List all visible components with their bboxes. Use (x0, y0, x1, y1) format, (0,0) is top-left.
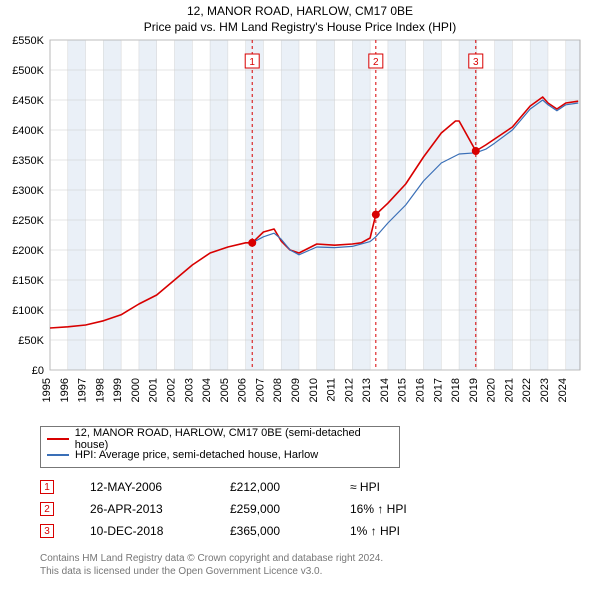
alt-band (210, 40, 228, 370)
legend-label: 12, MANOR ROAD, HARLOW, CM17 0BE (semi-d… (75, 427, 393, 451)
xtick-label: 2008 (272, 378, 284, 402)
legend-row: 12, MANOR ROAD, HARLOW, CM17 0BE (semi-d… (47, 431, 393, 447)
alt-band (281, 40, 299, 370)
sale-marker (472, 147, 480, 155)
transaction-row: 3 10-DEC-2018 £365,000 1% ↑ HPI (40, 520, 590, 542)
ytick-label: £350K (12, 155, 44, 167)
alt-band (68, 40, 86, 370)
transactions-table: 1 12-MAY-2006 £212,000 ≈ HPI 2 26-APR-2013 £25… (40, 476, 590, 542)
legend: 12, MANOR ROAD, HARLOW, CM17 0BE (semi-d… (40, 426, 400, 468)
sale-marker (372, 211, 380, 219)
alt-band (459, 40, 477, 370)
ytick-label: £500K (12, 65, 44, 77)
ytick-label: £0 (32, 365, 44, 377)
footer-line: This data is licensed under the Open Gov… (40, 565, 590, 578)
xtick-label: 2018 (450, 378, 462, 402)
transaction-vs-hpi: ≈ HPI (350, 480, 470, 494)
xtick-label: 2014 (379, 378, 391, 402)
xtick-label: 1999 (112, 378, 124, 402)
xtick-label: 1997 (77, 378, 89, 402)
sale-flag-label: 3 (473, 57, 479, 68)
ytick-label: £50K (18, 335, 44, 347)
xtick-label: 1996 (59, 378, 71, 402)
xtick-label: 2013 (361, 378, 373, 402)
alt-band (495, 40, 513, 370)
xtick-label: 2007 (254, 378, 266, 402)
ytick-label: £550K (12, 35, 44, 47)
ytick-label: £400K (12, 125, 44, 137)
sale-flag-label: 2 (373, 57, 379, 68)
transaction-date: 12-MAY-2006 (90, 480, 210, 494)
transaction-marker: 3 (40, 524, 54, 538)
transaction-date: 10-DEC-2018 (90, 524, 210, 538)
xtick-label: 2024 (557, 378, 569, 402)
xtick-label: 2023 (539, 378, 551, 402)
alt-band (317, 40, 335, 370)
chart-svg: £0 £50K £100K £150K £200K £250K £300K £350K £400… (0, 34, 600, 424)
alt-band (566, 40, 580, 370)
xtick-label: 2021 (503, 378, 515, 402)
legend-label: HPI: Average price, semi-detached house,… (75, 449, 318, 461)
transaction-marker: 1 (40, 480, 54, 494)
xtick-label: 2012 (343, 378, 355, 402)
transaction-row: 1 12-MAY-2006 £212,000 ≈ HPI (40, 476, 590, 498)
xtick-label: 2003 (183, 378, 195, 402)
transaction-vs-hpi: 1% ↑ HPI (350, 524, 470, 538)
series-hpi (252, 100, 578, 255)
ytick-label: £100K (12, 305, 44, 317)
price-chart: £0 £50K £100K £150K £200K £250K £300K £350K £400… (0, 34, 600, 424)
transaction-price: £212,000 (230, 480, 330, 494)
transaction-price: £365,000 (230, 524, 330, 538)
alt-band (139, 40, 157, 370)
xtick-label: 2000 (130, 378, 142, 402)
xtick-label: 2002 (165, 378, 177, 402)
transaction-row: 2 26-APR-2013 £259,000 16% ↑ HPI (40, 498, 590, 520)
xtick-label: 2006 (237, 378, 249, 402)
transaction-vs-hpi: 16% ↑ HPI (350, 502, 470, 516)
page-subtitle: Price paid vs. HM Land Registry's House … (0, 20, 600, 34)
legend-swatch (47, 438, 69, 440)
xtick-label: 1998 (94, 378, 106, 402)
xtick-label: 2001 (148, 378, 160, 402)
ytick-label: £150K (12, 275, 44, 287)
alt-band (388, 40, 406, 370)
xtick-label: 2004 (201, 378, 213, 402)
xtick-label: 1995 (41, 378, 53, 402)
xtick-label: 2020 (486, 378, 498, 402)
alt-band (530, 40, 548, 370)
ytick-label: £250K (12, 215, 44, 227)
ytick-label: £450K (12, 95, 44, 107)
xtick-label: 2022 (521, 378, 533, 402)
ytick-label: £200K (12, 245, 44, 257)
page-title: 12, MANOR ROAD, HARLOW, CM17 0BE (0, 4, 600, 18)
xtick-label: 2016 (414, 378, 426, 402)
alt-band (246, 40, 264, 370)
sale-flag-label: 1 (249, 57, 255, 68)
alt-band (352, 40, 370, 370)
xtick-label: 2011 (326, 378, 338, 402)
footer-line: Contains HM Land Registry data © Crown c… (40, 552, 590, 565)
transaction-marker: 2 (40, 502, 54, 516)
ytick-label: £300K (12, 185, 44, 197)
xtick-label: 2017 (432, 378, 444, 402)
footer-attribution: Contains HM Land Registry data © Crown c… (40, 552, 590, 578)
sale-marker (248, 239, 256, 247)
legend-swatch (47, 454, 69, 456)
xtick-label: 2019 (468, 378, 480, 402)
xtick-label: 2009 (290, 378, 302, 402)
transaction-date: 26-APR-2013 (90, 502, 210, 516)
xtick-label: 2015 (397, 378, 409, 402)
alt-band (174, 40, 192, 370)
xtick-label: 2005 (219, 378, 231, 402)
alt-band (423, 40, 441, 370)
transaction-price: £259,000 (230, 502, 330, 516)
xtick-label: 2010 (308, 378, 320, 402)
